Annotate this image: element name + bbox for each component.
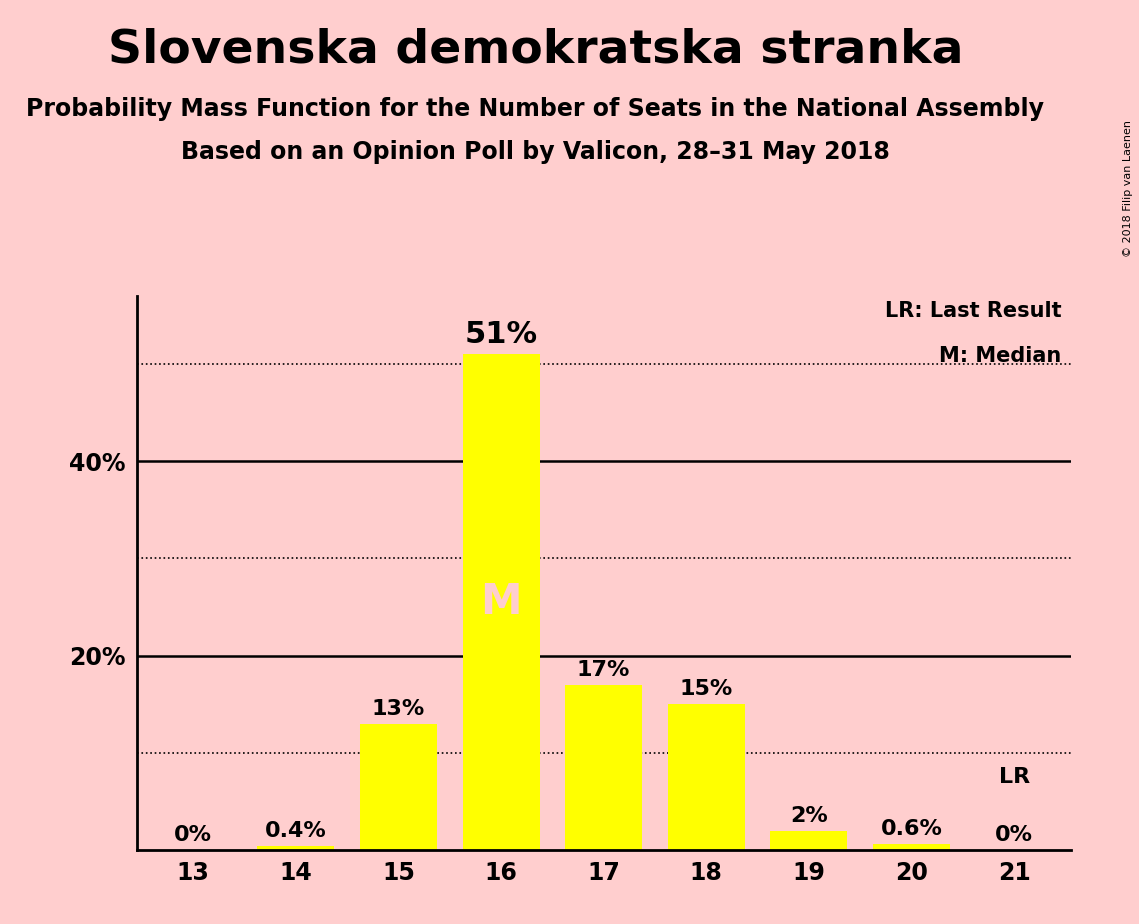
Text: 0%: 0% — [174, 825, 212, 845]
Bar — [667, 704, 745, 850]
Text: 17%: 17% — [577, 660, 630, 680]
Text: 0.6%: 0.6% — [880, 820, 942, 839]
Text: 51%: 51% — [465, 321, 538, 349]
Text: LR: LR — [999, 767, 1030, 787]
Text: LR: Last Result: LR: Last Result — [885, 301, 1062, 322]
Text: 13%: 13% — [371, 699, 425, 719]
Text: 0%: 0% — [995, 825, 1033, 845]
Text: © 2018 Filip van Laenen: © 2018 Filip van Laenen — [1123, 120, 1133, 257]
Bar — [360, 723, 437, 850]
Bar — [770, 831, 847, 850]
Bar — [257, 846, 334, 850]
Bar — [874, 845, 950, 850]
Text: 0.4%: 0.4% — [265, 821, 327, 842]
Text: Slovenska demokratska stranka: Slovenska demokratska stranka — [107, 28, 964, 73]
Text: 15%: 15% — [680, 679, 732, 699]
Text: M: Median: M: Median — [939, 346, 1062, 366]
Text: Based on an Opinion Poll by Valicon, 28–31 May 2018: Based on an Opinion Poll by Valicon, 28–… — [181, 140, 890, 164]
Text: 2%: 2% — [790, 806, 828, 826]
Text: M: M — [481, 581, 522, 623]
Text: Probability Mass Function for the Number of Seats in the National Assembly: Probability Mass Function for the Number… — [26, 97, 1044, 121]
Bar — [565, 685, 642, 850]
Bar — [462, 354, 540, 850]
